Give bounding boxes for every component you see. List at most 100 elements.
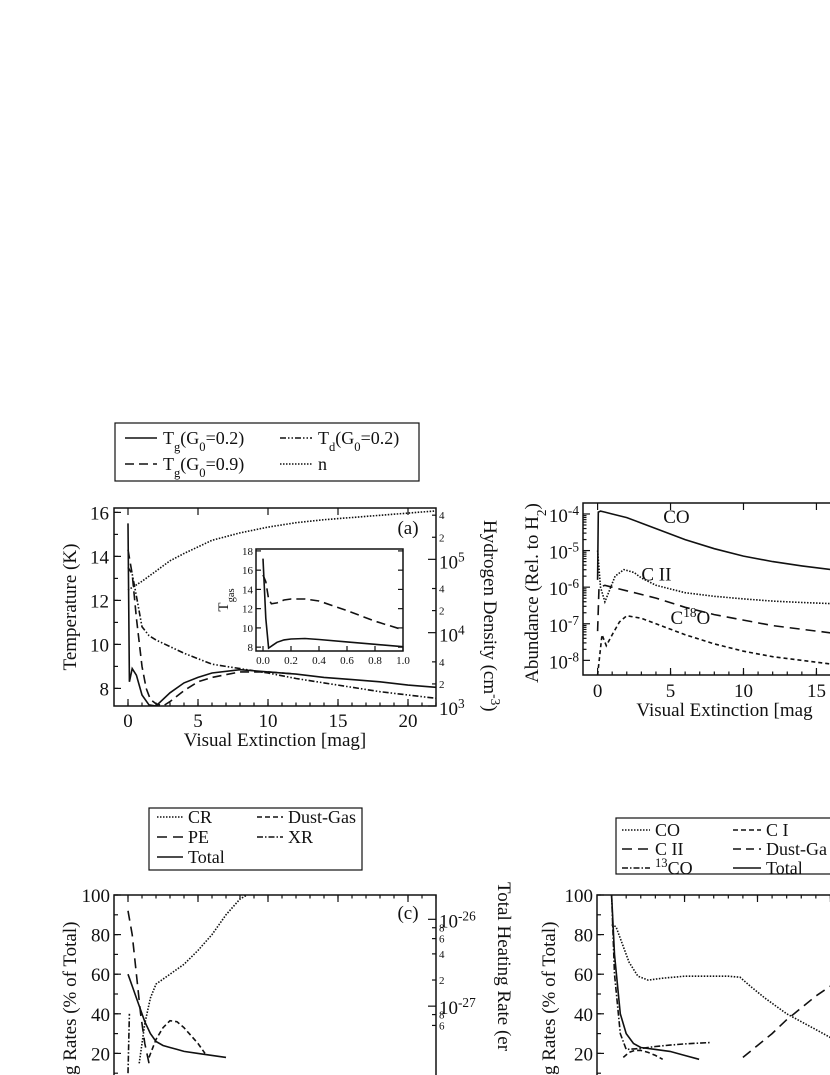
panel-b-abundance: 0 5 10 15 10-4 10-5 10-6 10-7 10-8 Visual Extinct… [522,502,830,721]
inset-a-frame [255,548,404,652]
legend-a: Tg(G0=0.2) Td(G0=0.2) Tg(G0=0.9) n [114,422,420,482]
series-d-13co [610,895,711,1051]
y-axis-title-c: g Rates (% of Total) [60,922,81,1075]
y2-minor-label-c-4: 8 [439,1010,445,1022]
series-b-c-ii [596,550,830,605]
legend-c-label-0: CR [188,807,212,827]
x-tick-label-a-0: 0 [123,711,133,732]
panel-c-heating-rates: CR Dust-Gas PE XR Total 20 40 60 80 100 10-26 10-27… [60,807,514,1075]
y2-tick-label-a-3: 103 [439,696,465,721]
inset-x-tick-label-1: 0.2 [284,655,298,667]
x-axis-title-a: Visual Extinction [mag] [184,730,367,751]
legend-a-label-1: Td(G0=0.2) [318,428,399,454]
inset-y-tick-label-10: 10 [242,623,254,635]
curve-label-b-0: CO [663,507,689,528]
y2-minor-label-c-1: 6 [439,934,445,946]
series-a-tg-g0-0-2- [127,523,436,706]
x-tick-label-a-10: 10 [259,711,278,732]
series-d-dust-gas [742,985,830,1059]
curve-label-b-2: C18O [671,604,711,629]
y-tick-label-a-12: 12 [90,591,109,612]
y-tick-label-a-8: 8 [100,679,110,700]
legend-d-label-2: C II [655,839,684,859]
inset-series-tg-g0-0-9- [262,574,403,631]
legend-d-label-1: C I [766,820,789,840]
inset-series-tg-g0-0-2- [262,558,403,650]
y-axis-title-b: Abundance (Rel. to H2) [522,503,549,683]
y-tick-label-d-100: 100 [565,886,594,907]
x-axis-title-b: Visual Extinction [mag [636,700,813,721]
inset-x-tick-label-3: 0.6 [340,655,354,667]
y-tick-label-a-10: 10 [90,635,109,656]
legend-d-box [615,817,830,875]
x-tick-label-b-5: 5 [666,681,676,702]
y-tick-label-c-20: 20 [91,1044,110,1065]
legend-c-label-4: Total [188,847,225,867]
x-tick-label-b-10: 10 [734,681,753,702]
series-d-total [610,895,700,1061]
panel-label-a: (a) [397,518,418,539]
inset-x-tick-label-5: 1.0 [396,655,410,667]
series-c-pe [127,910,150,1064]
y-tick-label-d-20: 20 [574,1044,593,1065]
y2-axis-title-c: Total Heating Rate (er [493,882,514,1052]
legend-a-label-3: n [318,454,327,474]
series-d-c-i [622,1049,664,1061]
y2-tick-label-c-26: 10-26 [439,908,476,933]
y-tick-label-b-4: 10-4 [549,502,579,527]
y-tick-label-c-40: 40 [91,1005,110,1026]
series-b-c18o [596,614,830,675]
legend-a-label-0: Tg(G0=0.2) [163,428,244,454]
y2-minor-label-a-5: 4 [439,510,445,522]
y-tick-label-b-6: 10-6 [549,576,579,601]
curve-label-b-1: C II [641,565,671,586]
series-c-cr [138,895,248,1064]
inset-a: 0.0 0.2 0.4 0.6 0.8 1.0 8 10 12 14 16 18 Tgas [216,546,410,667]
legend-d-label-5: Total [766,858,803,878]
y-tick-label-a-16: 16 [90,503,109,524]
y2-minor-label-c-3: 2 [439,975,445,987]
legend-d: CO C I C II Dust-Ga 13CO Total [615,817,830,878]
inset-y-axis-title: Tgas [216,588,237,611]
legend-c-box [148,807,363,871]
inset-y-tick-label-16: 16 [242,565,254,577]
y2-minor-label-c-2: 4 [439,949,445,961]
inset-x-tick-label-2: 0.4 [312,655,326,667]
y-tick-label-b-8: 10-8 [549,649,579,674]
series-a-tg-g0-0-9- [127,549,297,706]
y2-tick-label-c-27: 10-27 [439,995,476,1020]
inset-y-tick-label-12: 12 [242,604,253,616]
legend-c-label-2: PE [188,827,209,847]
inset-y-tick-label-18: 18 [242,546,254,558]
series-c-total [127,973,227,1059]
legend-d-label-4: 13CO [655,856,693,878]
panel-a-temperature: Tg(G0=0.2) Td(G0=0.2) Tg(G0=0.9) n 0 5 10 15 20 8… [60,422,504,751]
series-d-co [611,923,830,1039]
y-tick-label-d-80: 80 [574,926,593,947]
y2-tick-label-a-5: 105 [439,549,465,574]
y-tick-label-c-80: 80 [91,926,110,947]
y2-tick-label-a-4: 104 [439,622,465,647]
series-a-n [127,510,436,591]
legend-a-box [114,422,420,482]
series-b-13co [596,584,830,634]
series-c-xr [127,1013,131,1074]
axes-a-frame [113,507,437,707]
y-tick-label-d-40: 40 [574,1005,593,1026]
inset-y-tick-label-14: 14 [242,584,254,596]
y2-minor-label-a-1: 4 [439,657,445,669]
inset-x-tick-label-0: 0.0 [256,655,270,667]
y-tick-label-c-60: 60 [91,965,110,986]
legend-c-label-3: XR [288,827,313,847]
y2-minor-label-a-4: 2 [439,532,445,544]
y-tick-label-d-60: 60 [574,965,593,986]
legend-c-label-1: Dust-Gas [288,807,356,827]
legend-a-label-2: Tg(G0=0.9) [163,454,244,480]
axes-d-frame [596,894,830,1075]
y-tick-label-a-14: 14 [90,547,110,568]
x-tick-label-a-20: 20 [399,711,418,732]
y2-axis-title-a: Hydrogen Density (cm-3) [479,520,504,712]
inset-x-tick-label-4: 0.8 [368,655,382,667]
y2-minor-label-a-3: 4 [439,584,445,596]
